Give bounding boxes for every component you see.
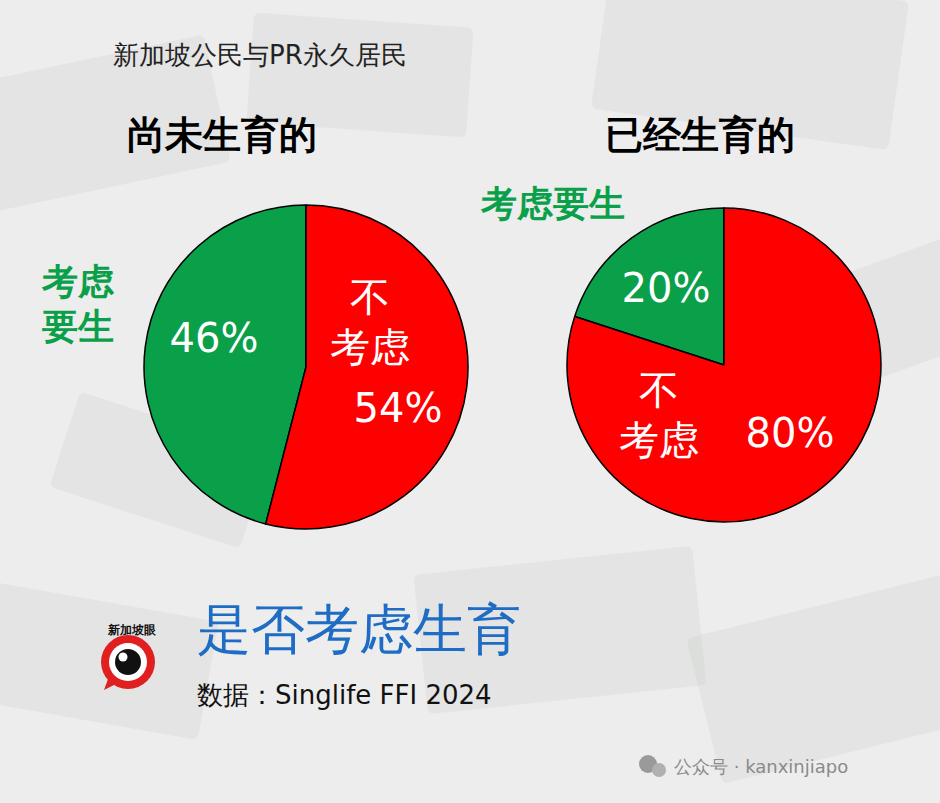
watermark: 公众号 · kanxinjiapo <box>639 755 848 777</box>
text-line: 考虑要生 <box>480 183 625 224</box>
pie <box>567 208 881 522</box>
watermark-text: 公众号 · kanxinjiapo <box>674 756 848 777</box>
logo-inner <box>109 643 147 681</box>
data-label: 20% <box>622 265 711 311</box>
slice-label: 不考虑 <box>330 274 410 370</box>
text-line: 不 <box>639 367 679 413</box>
background-note <box>686 566 940 784</box>
logo-glint <box>119 653 128 662</box>
text-line: 考虑 <box>41 261 115 302</box>
slice-label: 考虑要生 <box>41 261 115 347</box>
source: 数据：Singlife FFI 2024 <box>197 680 492 710</box>
logo-eye <box>115 649 141 675</box>
watermark-icon <box>652 763 666 777</box>
slice-label: 不考虑 <box>619 367 699 463</box>
text-line: 要生 <box>42 306 114 347</box>
slice-label: 考虑要生 <box>480 183 625 224</box>
text-line: 考虑 <box>619 417 699 463</box>
logo-ring <box>101 635 155 689</box>
header: 新加坡公民与PR永久居民 <box>113 40 407 70</box>
data-label: 80% <box>746 410 835 456</box>
data-label: 46% <box>170 315 259 361</box>
chart-title: 尚未生育的 <box>127 113 317 157</box>
main-title: 是否考虑生育 <box>197 598 521 661</box>
text-line: 不 <box>350 274 390 320</box>
data-label: 54% <box>354 385 443 431</box>
canvas: 新加坡公民与PR永久居民尚未生育的考虑要生不考虑46%54%已经生育的考虑要生不… <box>0 0 940 803</box>
pie-slice <box>567 208 881 522</box>
pie-slice <box>266 205 468 529</box>
page: {"page": {"header": "新加坡公民与PR永久居民", "tit… <box>0 0 940 803</box>
logo: 新加坡眼 <box>101 623 157 690</box>
logo-text: 新加坡眼 <box>107 623 157 637</box>
pie <box>144 205 468 529</box>
text-line: 考虑 <box>330 324 410 370</box>
background-note <box>0 580 219 740</box>
chart-title: 已经生育的 <box>605 113 795 157</box>
